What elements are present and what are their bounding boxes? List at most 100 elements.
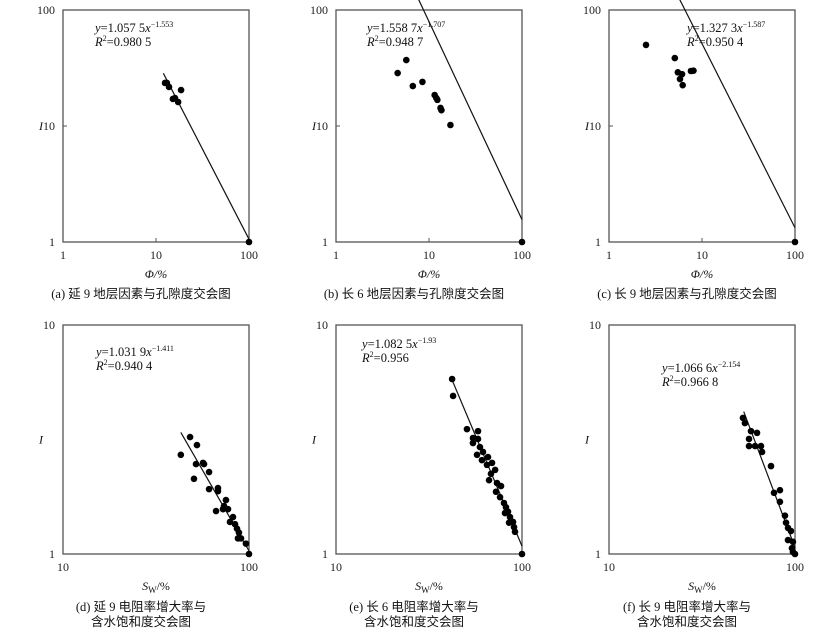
data-point bbox=[745, 442, 753, 450]
eq-y: y bbox=[685, 21, 693, 35]
x-axis-label-main: Φ/% bbox=[418, 267, 440, 281]
y-tick-label: 1 bbox=[49, 235, 55, 249]
y-axis-label: I bbox=[584, 433, 590, 447]
data-point bbox=[789, 538, 797, 546]
x-axis-label-unit: /% bbox=[157, 579, 170, 593]
x-tick-label: 10 bbox=[150, 248, 162, 262]
x-tick-label: 10 bbox=[330, 560, 342, 574]
data-point bbox=[214, 487, 222, 495]
data-point bbox=[177, 451, 185, 459]
data-point bbox=[757, 442, 765, 450]
y-tick-label: 1 bbox=[322, 547, 328, 561]
x-tick-label: 100 bbox=[240, 560, 258, 574]
eq-x: x bbox=[145, 345, 152, 359]
panel-caption: (f) 长 9 电阻率增大率与 bbox=[623, 599, 751, 614]
data-point bbox=[781, 512, 789, 519]
data-point bbox=[770, 489, 778, 497]
data-point bbox=[205, 468, 213, 476]
data-point bbox=[478, 456, 486, 464]
data-point bbox=[487, 470, 495, 478]
data-point bbox=[474, 427, 482, 435]
x-axis-label-main: Φ/% bbox=[691, 267, 713, 281]
plot-frame bbox=[62, 9, 250, 243]
r-squared: R2=0.940 4 bbox=[95, 358, 153, 373]
data-point bbox=[501, 509, 509, 517]
y-tick-label: 1 bbox=[322, 235, 328, 249]
data-point bbox=[791, 550, 799, 558]
data-point bbox=[784, 536, 792, 544]
eq-exponent: −2.154 bbox=[718, 360, 741, 369]
r2-label: R bbox=[361, 351, 370, 365]
eq-equals: = bbox=[101, 21, 108, 35]
r2-equals: = bbox=[674, 375, 681, 389]
data-point bbox=[449, 392, 457, 400]
x-axis-label: Φ/% bbox=[418, 267, 440, 281]
eq-equals: = bbox=[102, 345, 109, 359]
data-point bbox=[679, 81, 686, 89]
y-tick-label: 100 bbox=[583, 3, 601, 17]
x-axis-label-main: S bbox=[415, 579, 421, 593]
data-point bbox=[753, 429, 761, 437]
x-tick-label: 1 bbox=[333, 248, 339, 262]
data-point bbox=[402, 56, 410, 64]
r-squared: R2=0.948 7 bbox=[366, 34, 423, 49]
y-axis-label: I bbox=[38, 119, 44, 133]
data-point bbox=[739, 414, 747, 422]
fit-equation: y=1.327 3x−1.587 bbox=[685, 20, 765, 35]
data-point bbox=[245, 550, 253, 558]
r2-superscript: 2 bbox=[370, 350, 374, 359]
eq-coef: 1.558 7 bbox=[380, 21, 418, 35]
y-tick-label: 10 bbox=[43, 318, 55, 332]
data-point bbox=[165, 83, 173, 91]
data-point bbox=[496, 493, 504, 501]
data-point bbox=[193, 441, 201, 449]
data-point bbox=[505, 519, 513, 526]
data-point bbox=[479, 448, 487, 456]
r2-superscript: 2 bbox=[104, 358, 108, 367]
r-squared: R2=0.980 5 bbox=[94, 34, 151, 49]
r-squared: R2=0.966 8 bbox=[661, 374, 718, 389]
y-tick-label: 100 bbox=[37, 3, 55, 17]
x-tick-label: 100 bbox=[786, 248, 804, 262]
data-point bbox=[447, 121, 454, 129]
eq-coef: 1.082 5 bbox=[375, 337, 413, 351]
x-tick-label: 10 bbox=[696, 248, 708, 262]
panel-caption: (d) 延 9 电阻率增大率与 bbox=[76, 599, 206, 614]
panel-caption: (a) 延 9 地层因素与孔隙度交会图 bbox=[51, 286, 231, 301]
data-point bbox=[219, 505, 227, 513]
data-point bbox=[476, 443, 484, 451]
data-point bbox=[518, 550, 526, 558]
r2-equals: = bbox=[699, 35, 706, 49]
eq-coef: 1.066 6 bbox=[675, 361, 713, 375]
eq-coef: 1.057 5 bbox=[108, 21, 146, 35]
eq-y: y bbox=[93, 21, 101, 35]
data-point bbox=[747, 427, 755, 435]
data-point bbox=[473, 451, 481, 459]
data-point bbox=[474, 435, 482, 443]
data-point bbox=[394, 69, 401, 77]
panel-caption: (e) 长 6 电阻率增大率与 bbox=[349, 599, 479, 614]
data-point bbox=[229, 513, 237, 521]
y-tick-label: 1 bbox=[49, 547, 55, 561]
data-point bbox=[200, 460, 208, 468]
data-point bbox=[484, 453, 492, 461]
r2-superscript: 2 bbox=[695, 34, 699, 43]
data-point bbox=[469, 439, 477, 447]
eq-equals: = bbox=[368, 337, 375, 351]
eq-exponent: −1.553 bbox=[151, 20, 174, 29]
x-axis-label-main: S bbox=[688, 579, 694, 593]
x-tick-label: 100 bbox=[240, 248, 258, 262]
x-axis-label-main: Φ/% bbox=[145, 267, 167, 281]
r2-equals: = bbox=[379, 35, 386, 49]
data-point bbox=[222, 496, 230, 504]
x-axis-label: SW/% bbox=[142, 579, 170, 595]
data-point bbox=[776, 486, 784, 494]
r2-label: R bbox=[95, 359, 104, 373]
eq-coef: 1.031 9 bbox=[109, 345, 147, 359]
panel-caption-line2: 含水饱和度交会图 bbox=[364, 614, 464, 629]
data-point bbox=[212, 507, 220, 515]
data-point bbox=[485, 476, 493, 484]
data-point bbox=[226, 518, 234, 526]
